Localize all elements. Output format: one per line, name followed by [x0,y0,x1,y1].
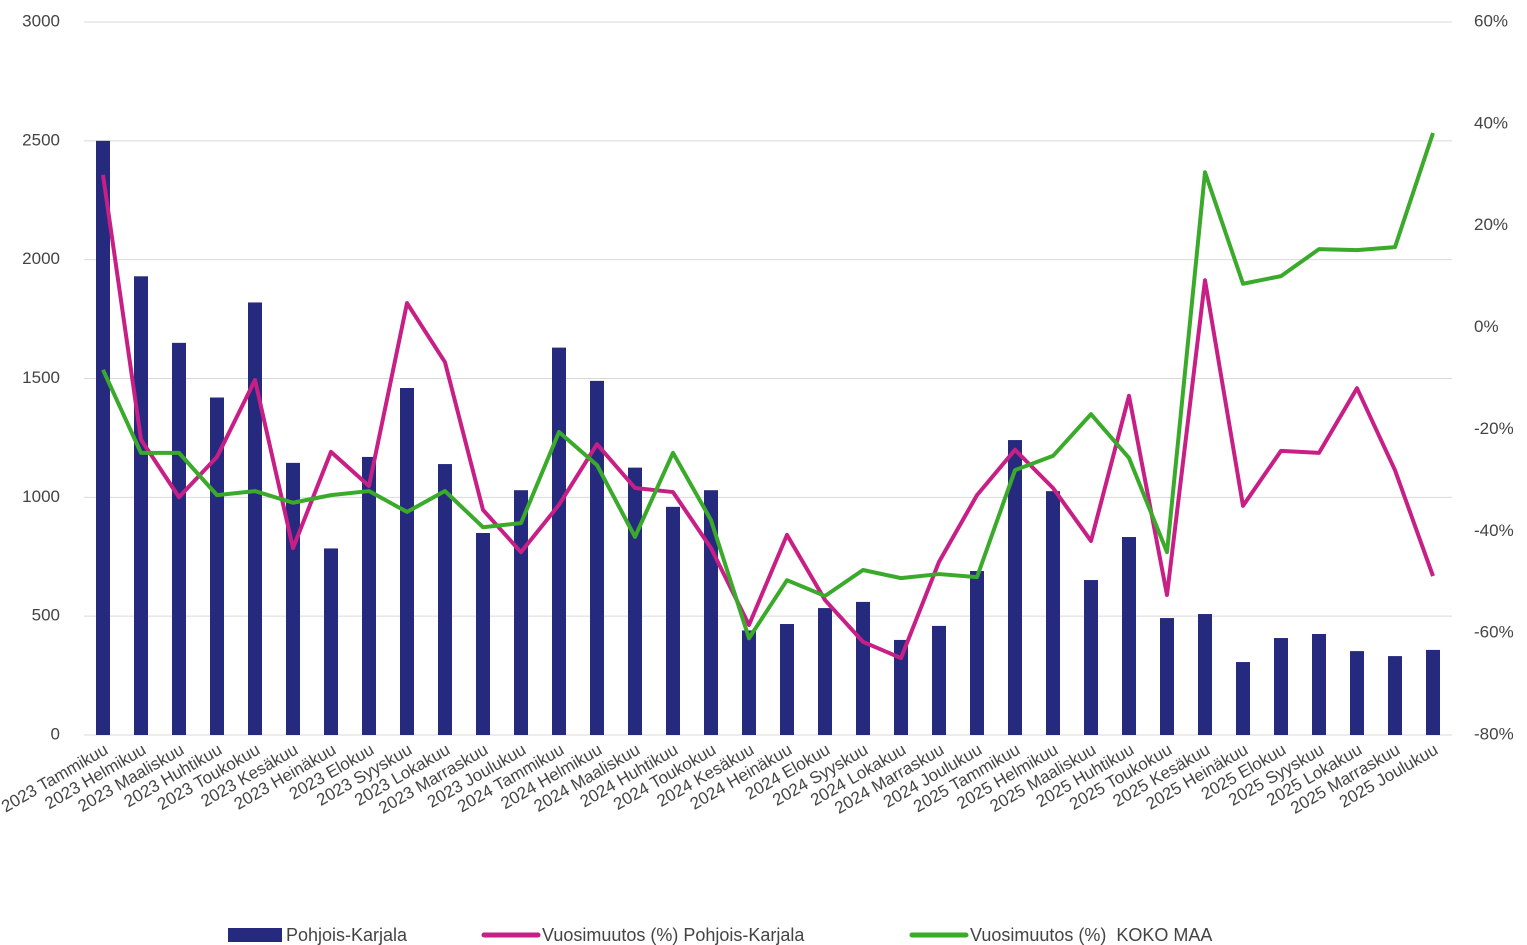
bar [1388,656,1402,735]
bar [210,397,224,735]
y-tick-label: 3000 [22,11,60,30]
y-tick-label: 500 [32,606,60,625]
y2-tick-label: 0% [1474,317,1499,336]
bar [552,347,566,735]
y2-tick-label: -40% [1474,521,1514,540]
bar [1160,618,1174,735]
bar [856,601,870,735]
bar [1236,662,1250,735]
bar [134,276,148,735]
y-tick-label: 2000 [22,249,60,268]
bar [1312,633,1326,735]
y2-tick-label: 60% [1474,11,1508,30]
legend-label: Pohjois-Karjala [286,925,408,945]
bar [818,608,832,735]
y2-tick-label: -80% [1474,724,1514,743]
bar [1008,440,1022,735]
bar [666,506,680,735]
y-tick-label: 2500 [22,130,60,149]
y2-tick-label: -60% [1474,623,1514,642]
legend-label: Vuosimuutos (%) KOKO MAA [970,925,1212,945]
line [101,132,1435,641]
legend-label: Vuosimuutos (%) Pohjois-Karjala [542,925,805,945]
bar [362,456,376,735]
legend-swatch [228,928,282,942]
bar [590,380,604,735]
y2-tick-label: -20% [1474,419,1514,438]
y-tick-label: 1000 [22,487,60,506]
bar [970,571,984,735]
bar [400,388,414,735]
bar [1426,649,1440,735]
bar [1046,491,1060,735]
bar [324,548,338,735]
bar [514,490,528,735]
bar [1198,614,1212,735]
bar [1122,537,1136,735]
bar [780,624,794,735]
y2-tick-label: 20% [1474,215,1508,234]
bar [96,140,110,736]
line [101,174,1435,661]
bar [438,464,452,735]
y-tick-label: 1500 [22,368,60,387]
bar [1350,651,1364,735]
bar [742,630,756,735]
y2-tick-label: 40% [1474,113,1508,132]
bar [476,532,490,735]
bar [172,342,186,735]
bar [628,467,642,735]
y-tick-label: 0 [51,724,60,743]
bar [248,302,262,735]
bar [704,490,718,735]
bar [894,639,908,735]
bar [1274,638,1288,735]
bar [1084,580,1098,735]
bar [932,625,946,735]
